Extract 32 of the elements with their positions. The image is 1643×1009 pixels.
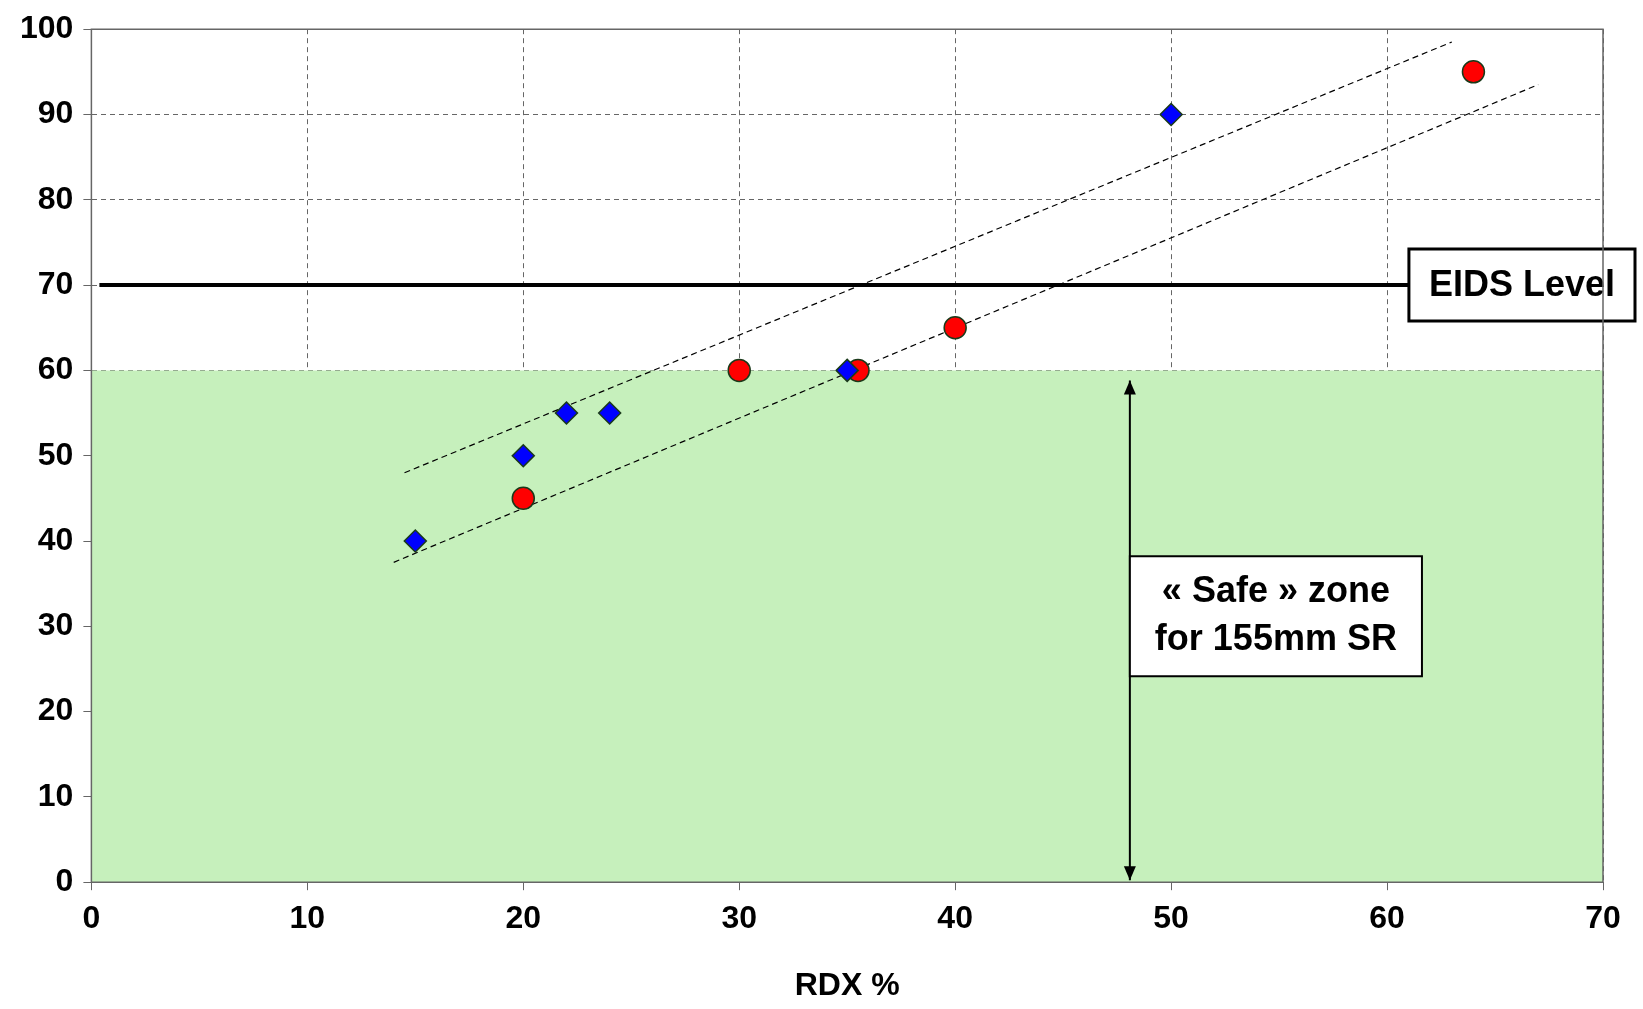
y-tick-label: 100: [20, 9, 74, 46]
x-tick-label: 20: [505, 899, 542, 936]
y-tick-label: 10: [37, 776, 74, 813]
y-tick-label: 40: [37, 520, 74, 557]
x-tick-label: 40: [937, 899, 973, 936]
y-tick-label: 0: [55, 862, 74, 899]
y-tick-label: 20: [37, 691, 74, 728]
y-tick-label: 70: [37, 264, 74, 301]
x-tick-label: 10: [289, 899, 326, 936]
ref-line-label: EIDS Level: [1428, 263, 1616, 305]
point: [597, 401, 622, 425]
x-axis-title: RDX %: [794, 965, 900, 1002]
y-tick-label: 50: [37, 435, 74, 472]
point: [403, 529, 428, 553]
point: [511, 486, 536, 511]
x-tick-label: 60: [1369, 899, 1405, 936]
y-tick-label: 90: [37, 94, 74, 131]
x-tick-label: 30: [721, 899, 758, 936]
point: [835, 358, 859, 383]
band-label: « Safe » zone for 155mm SR: [1154, 569, 1397, 659]
x-tick-label: 0: [82, 899, 101, 936]
y-tick-label: 80: [37, 179, 74, 216]
y-tick-label: 60: [37, 350, 74, 387]
point: [727, 358, 751, 383]
x-tick-label: 70: [1585, 899, 1621, 936]
x-tick-label: 50: [1153, 899, 1189, 936]
y-tick-label: 30: [37, 606, 74, 643]
point: [511, 443, 536, 468]
point: [1159, 102, 1183, 127]
point: [1461, 60, 1486, 84]
point: [554, 401, 579, 425]
point: [943, 316, 967, 340]
